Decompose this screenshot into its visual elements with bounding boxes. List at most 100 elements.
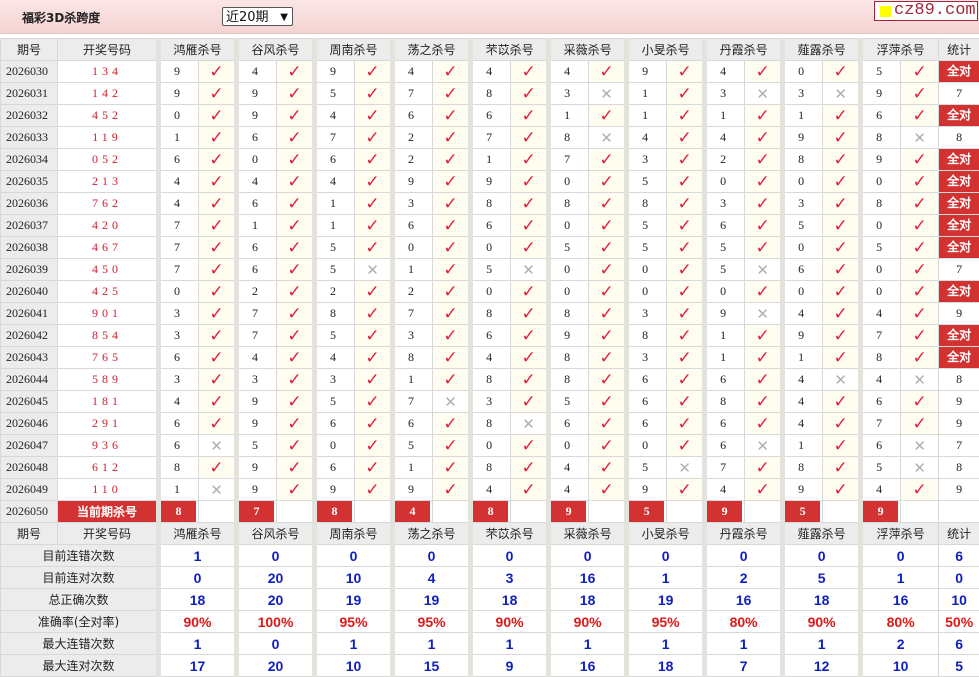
kill-number-cell: 1 <box>549 105 589 127</box>
result-cell: ✓ <box>433 237 471 259</box>
kill-number-cell: 4 <box>783 303 823 325</box>
result-cell: ✓ <box>901 149 939 171</box>
kill-number-cell: 4 <box>783 413 823 435</box>
draw-number-cell: 291 <box>58 413 159 435</box>
result-cell: ✓ <box>199 369 237 391</box>
stats-value: 0 <box>237 633 315 655</box>
result-cell: ✓ <box>433 215 471 237</box>
check-icon: ✓ <box>677 414 691 434</box>
draw-number-cell: 119 <box>58 127 159 149</box>
kill-number-cell: 0 <box>861 259 901 281</box>
kill-number-cell: 7 <box>471 127 511 149</box>
check-icon: ✓ <box>677 304 691 324</box>
all-correct-badge: 全对 <box>939 347 979 368</box>
check-icon: ✓ <box>365 216 379 236</box>
kill-number-cell: 7 <box>549 149 589 171</box>
range-select[interactable]: 近20期▼ <box>222 7 293 26</box>
kill-number-cell: 6 <box>861 105 901 127</box>
stats-value: 19 <box>315 589 393 611</box>
stats-value: 90% <box>549 611 627 633</box>
stats-total: 6 <box>939 633 979 655</box>
kill-number-cell: 3 <box>159 369 199 391</box>
result-cell: ✓ <box>511 369 549 391</box>
stats-value: 16 <box>705 589 783 611</box>
kill-number-cell: 0 <box>315 435 355 457</box>
result-cell: ✓ <box>901 479 939 501</box>
check-icon: ✓ <box>755 414 769 434</box>
result-cell: ✓ <box>433 457 471 479</box>
kill-number-cell: 3 <box>627 347 667 369</box>
result-cell: ✓ <box>433 347 471 369</box>
result-cell: ✓ <box>667 347 705 369</box>
kill-number-cell: 9 <box>783 479 823 501</box>
result-cell: ✓ <box>511 303 549 325</box>
result-cell: ✓ <box>433 303 471 325</box>
check-icon: ✓ <box>287 304 301 324</box>
result-cell: ✓ <box>823 457 861 479</box>
site-logo[interactable]: cz89.com <box>874 1 978 21</box>
result-cell: ✓ <box>589 325 627 347</box>
kill-number-cell: 5 <box>627 171 667 193</box>
result-cell: ✓ <box>511 347 549 369</box>
cross-icon: ✕ <box>913 371 926 389</box>
result-cell: ✕ <box>199 435 237 457</box>
stats-value: 18 <box>783 589 861 611</box>
check-icon: ✓ <box>443 326 457 346</box>
current-kill-cell: 8 <box>315 501 355 523</box>
period-cell: 2026045 <box>1 391 58 413</box>
result-cell: ✓ <box>901 237 939 259</box>
kill-number-cell: 6 <box>237 193 277 215</box>
check-icon: ✓ <box>521 436 535 456</box>
stats-value: 0 <box>705 545 783 567</box>
result-cell: ✓ <box>745 193 783 215</box>
kill-number-cell: 3 <box>471 391 511 413</box>
kill-number-cell: 9 <box>237 413 277 435</box>
period-cell: 2026039 <box>1 259 58 281</box>
check-icon: ✓ <box>677 150 691 170</box>
current-kill-cell: 7 <box>237 501 277 523</box>
check-icon: ✓ <box>209 194 223 214</box>
result-cell: ✓ <box>823 127 861 149</box>
kill-number-cell: 9 <box>705 303 745 325</box>
period-cell: 2026033 <box>1 127 58 149</box>
check-icon: ✓ <box>913 480 927 500</box>
stats-value: 80% <box>705 611 783 633</box>
kill-number-cell: 3 <box>237 369 277 391</box>
stats-label: 最大连错次数 <box>1 633 159 655</box>
result-cell: ✓ <box>745 347 783 369</box>
period-cell: 2026036 <box>1 193 58 215</box>
check-icon: ✓ <box>443 260 457 280</box>
result-cell: ✕ <box>745 259 783 281</box>
kill-number-cell: 8 <box>861 193 901 215</box>
result-cell: ✓ <box>433 127 471 149</box>
stat-cell: 9 <box>939 303 979 325</box>
header-stat: 统计 <box>939 523 979 545</box>
header-draw: 开奖号码 <box>58 523 159 545</box>
result-cell: ✓ <box>511 457 549 479</box>
chevron-down-icon: ▼ <box>280 8 288 27</box>
check-icon: ✓ <box>599 304 613 324</box>
empty-result-cell <box>277 501 315 523</box>
kill-number-cell: 6 <box>471 105 511 127</box>
result-cell: ✓ <box>433 171 471 193</box>
check-icon: ✓ <box>287 106 301 126</box>
stats-value: 10 <box>315 655 393 677</box>
stats-value: 95% <box>315 611 393 633</box>
header-predictor: 谷风杀号 <box>237 523 315 545</box>
result-cell: ✕ <box>667 457 705 479</box>
cross-icon: ✕ <box>678 459 691 477</box>
result-cell: ✓ <box>901 215 939 237</box>
result-cell: ✓ <box>745 171 783 193</box>
check-icon: ✓ <box>443 194 457 214</box>
check-icon: ✓ <box>755 392 769 412</box>
kill-number-cell: 6 <box>861 391 901 413</box>
kill-number-cell: 5 <box>627 237 667 259</box>
check-icon: ✓ <box>287 436 301 456</box>
kill-number-cell: 9 <box>861 149 901 171</box>
result-cell: ✓ <box>901 413 939 435</box>
result-cell: ✓ <box>745 413 783 435</box>
kill-number-cell: 5 <box>861 237 901 259</box>
